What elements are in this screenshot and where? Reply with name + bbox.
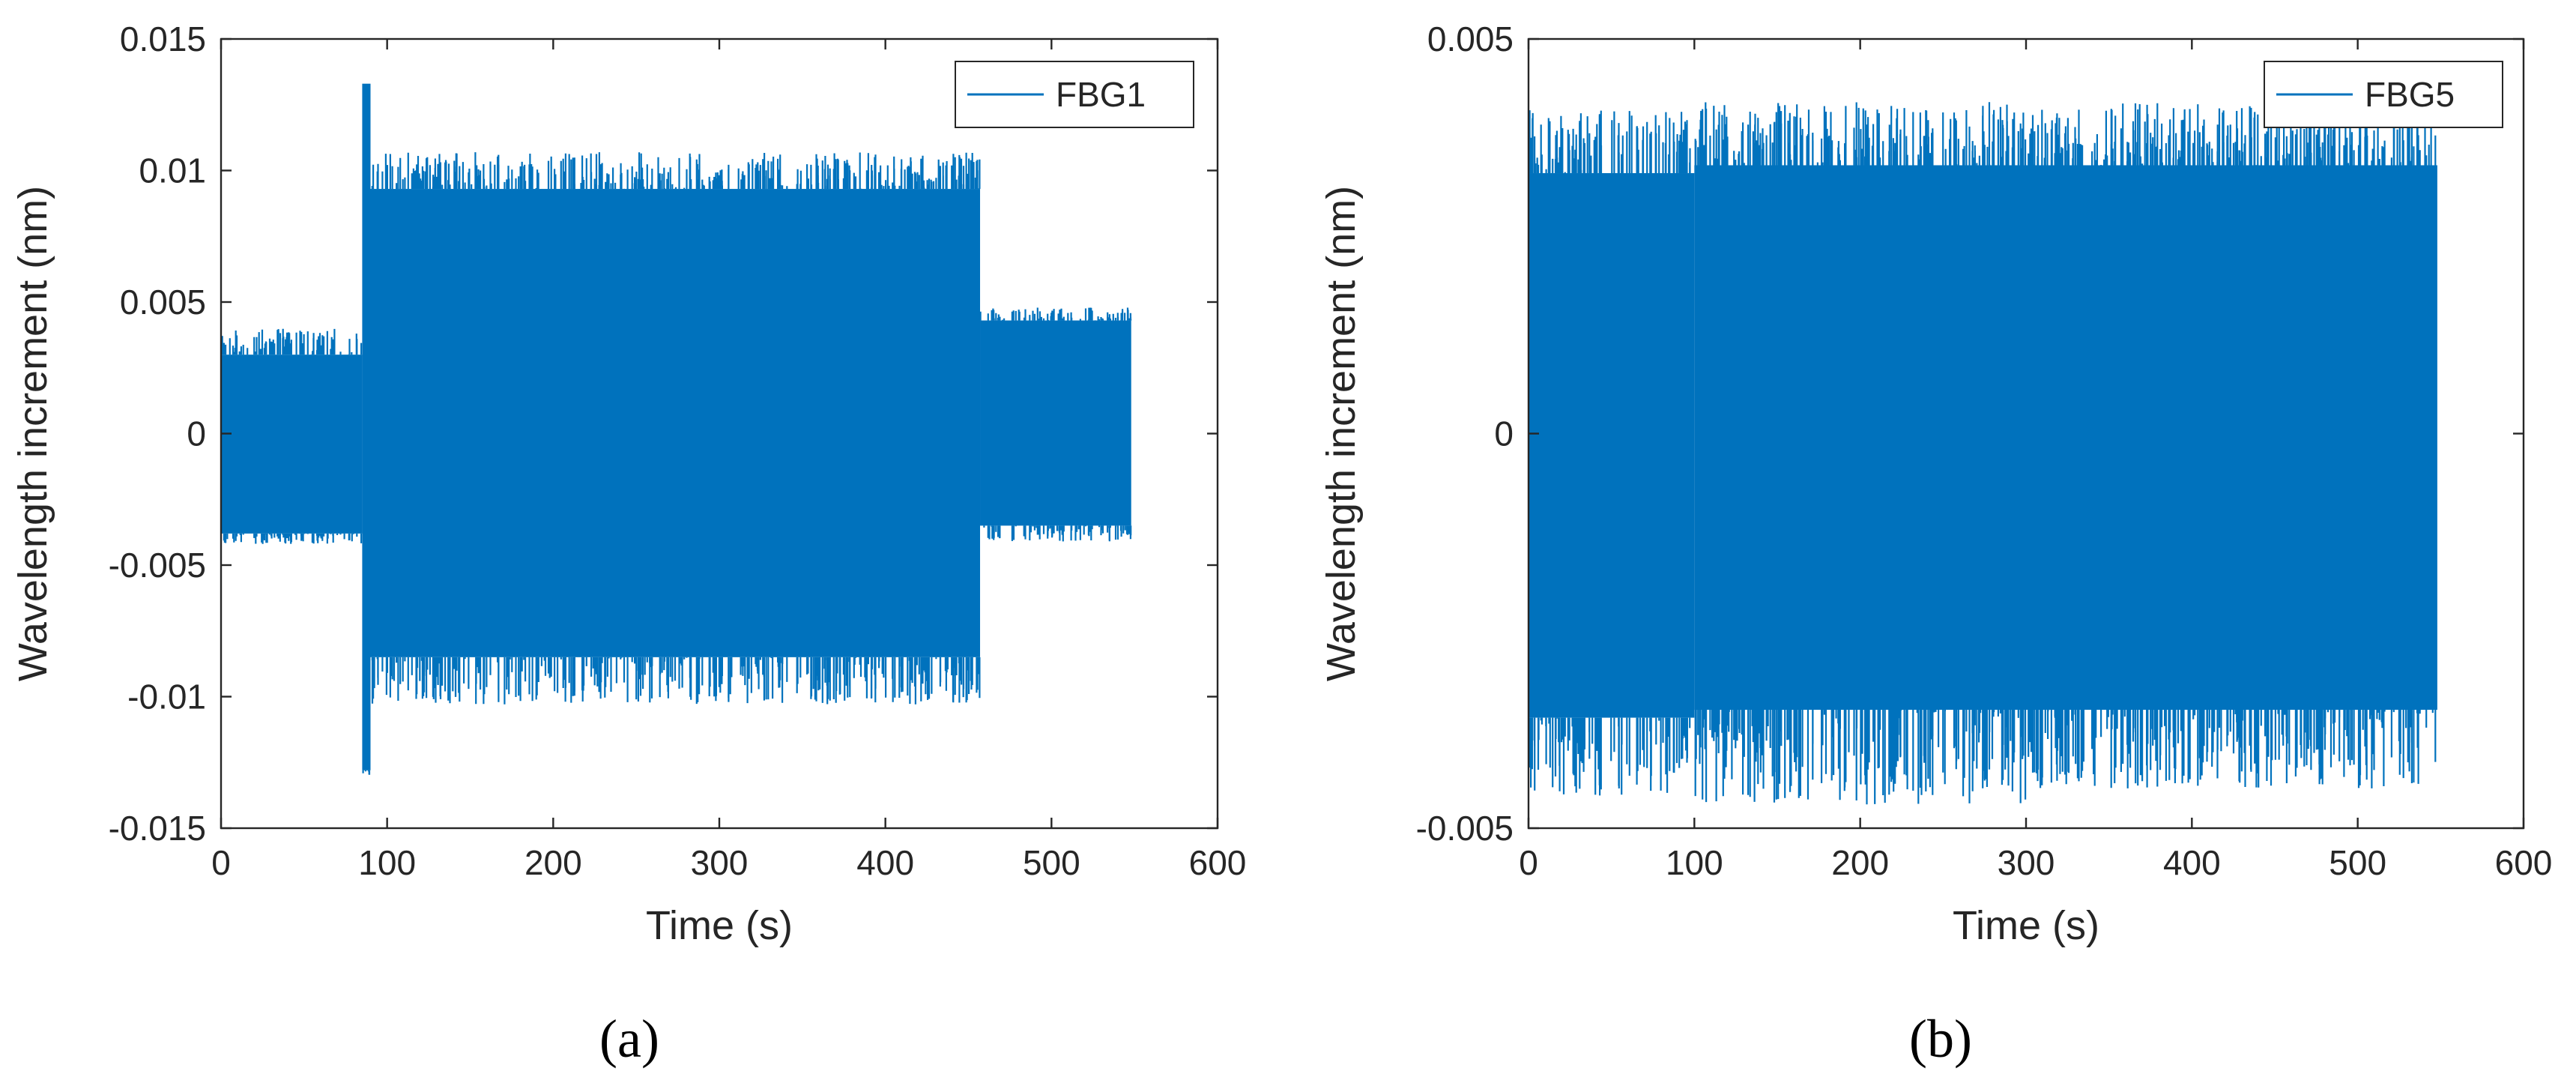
x-tick-label: 0 [1519,843,1538,882]
x-tick-label: 400 [2163,843,2221,882]
plot-area-a: 0 100 200 300 400 500 600 -0.015 -0.01 -0.005 0 0.0… [10,19,1246,948]
y-tick-label: 0 [1494,414,1514,453]
series-spikes [221,328,363,544]
panel-caption-a: (a) [599,1009,659,1069]
series-FBG5 [1529,102,2437,805]
series-band [1529,173,1695,718]
series-spikes [362,770,371,775]
y-tick-label: 0.015 [120,19,206,58]
x-tick-label: 200 [524,843,582,882]
series-spikes [371,152,981,705]
series-spikes [979,307,1132,542]
x-tick-label: 200 [1831,843,1889,882]
y-tick-label: 0.01 [139,151,206,190]
x-tick-label: 500 [2329,843,2386,882]
y-tick-label: -0.01 [127,678,206,717]
x-tick-label: 500 [1023,843,1080,882]
series-band [370,189,981,657]
series-spikes [2028,102,2437,788]
series-spikes [1529,110,1691,796]
legend: FBG1 [955,61,1194,128]
legend: FBG5 [2264,61,2503,128]
series-band [362,83,371,770]
x-tick-label: 600 [2495,843,2553,882]
y-tick-label: -0.015 [109,809,206,848]
x-tick-label: 100 [358,843,416,882]
y-tick-label: 0 [187,414,206,453]
x-tick-label: 0 [211,843,231,882]
legend-label: FBG1 [1056,75,1146,114]
x-tick-label: 400 [856,843,914,882]
series-band [221,355,363,534]
y-axis-label: Wavelength increment (nm) [1319,186,1364,681]
series-band [1694,165,2026,711]
y-tick-label: -0.005 [1416,809,1514,848]
series-band [980,320,1131,526]
y-tick-label: -0.005 [109,546,206,585]
legend-label: FBG5 [2365,75,2455,114]
x-axis-label: Time (s) [1953,903,2099,948]
x-tick-label: 100 [1666,843,1723,882]
y-axis-label: Wavelength increment (nm) [10,186,55,681]
series-spikes [1694,102,2027,805]
x-tick-label: 300 [1998,843,2055,882]
x-tick-label: 300 [691,843,749,882]
panel-caption-b: (b) [1909,1009,1972,1069]
series-FBG1 [221,83,1132,775]
chart-panel-a: 0 100 200 300 400 500 600 -0.015 -0.01 -0.005 0 0.0… [10,19,1246,1069]
y-tick-label: 0.005 [120,283,206,322]
y-tick-label: 0.005 [1427,19,1514,58]
x-tick-label: 600 [1189,843,1247,882]
series-band [2026,165,2437,711]
x-axis-label: Time (s) [646,903,793,948]
